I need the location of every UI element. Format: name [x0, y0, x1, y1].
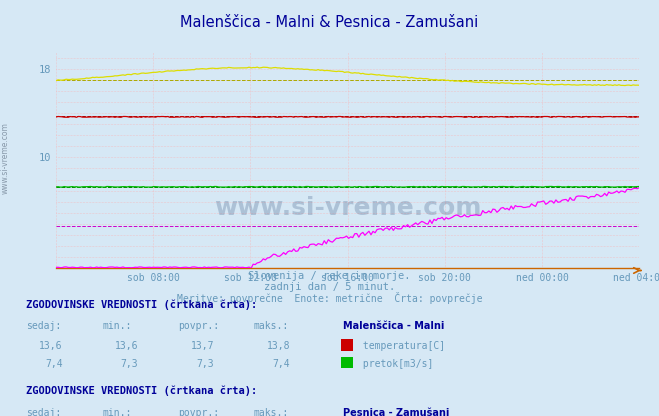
Text: sedaj:: sedaj:: [26, 322, 61, 332]
Text: Malenščica - Malni & Pesnica - Zamušani: Malenščica - Malni & Pesnica - Zamušani: [181, 15, 478, 30]
Text: ZGODOVINSKE VREDNOSTI (črtkana črta):: ZGODOVINSKE VREDNOSTI (črtkana črta):: [26, 386, 258, 396]
Text: povpr.:: povpr.:: [178, 408, 219, 416]
Text: min.:: min.:: [102, 322, 132, 332]
Text: maks.:: maks.:: [254, 322, 289, 332]
Text: 13,6: 13,6: [39, 342, 63, 352]
Text: Meritve: povprečne  Enote: metrične  Črta: povprečje: Meritve: povprečne Enote: metrične Črta:…: [177, 292, 482, 304]
Text: Pesnica - Zamušani: Pesnica - Zamušani: [343, 408, 449, 416]
Text: 13,6: 13,6: [115, 342, 138, 352]
Text: ZGODOVINSKE VREDNOSTI (črtkana črta):: ZGODOVINSKE VREDNOSTI (črtkana črta):: [26, 300, 258, 310]
Text: 7,3: 7,3: [121, 359, 138, 369]
Text: sedaj:: sedaj:: [26, 408, 61, 416]
Text: Slovenija / reke in morje.: Slovenija / reke in morje.: [248, 271, 411, 281]
Text: 7,4: 7,4: [45, 359, 63, 369]
Text: temperatura[C]: temperatura[C]: [357, 342, 445, 352]
Text: zadnji dan / 5 minut.: zadnji dan / 5 minut.: [264, 282, 395, 292]
Text: 7,3: 7,3: [196, 359, 214, 369]
Text: www.si-vreme.com: www.si-vreme.com: [214, 196, 481, 220]
Text: Malenščica - Malni: Malenščica - Malni: [343, 322, 444, 332]
Text: min.:: min.:: [102, 408, 132, 416]
Text: maks.:: maks.:: [254, 408, 289, 416]
Text: pretok[m3/s]: pretok[m3/s]: [357, 359, 434, 369]
Text: www.si-vreme.com: www.si-vreme.com: [1, 122, 10, 194]
Text: 13,7: 13,7: [190, 342, 214, 352]
Text: 13,8: 13,8: [266, 342, 290, 352]
Text: 7,4: 7,4: [272, 359, 290, 369]
Text: povpr.:: povpr.:: [178, 322, 219, 332]
